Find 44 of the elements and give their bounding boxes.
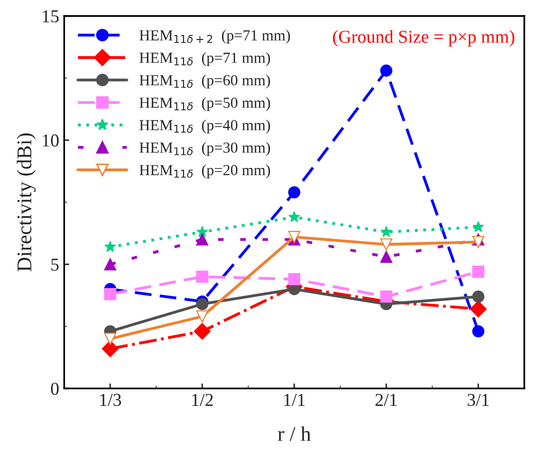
legend-label: HEM$_{11δ}$ (p=71 mm) [140,52,270,66]
y-axis-title: Directivity (dBi) [16,133,36,272]
point [472,290,484,303]
y-tick-label: 10 [42,134,59,147]
point [194,322,211,340]
point [104,258,116,270]
point [472,266,484,278]
point [470,300,487,318]
point [102,340,119,358]
x-tick-label: 1/1 [284,394,305,406]
y-tick-label: 15 [42,10,59,22]
point [288,273,300,286]
point [288,186,300,198]
point [104,288,116,300]
point [196,310,208,323]
point [196,298,208,310]
point [380,290,392,303]
legend-label: HEM$_{11δ}$ (p=40 mm) [140,120,270,134]
legend-label: HEM$_{11δ}$ (p=30 mm) [140,142,270,156]
legend-label: HEM$_{11δ}$ (p=50 mm) [140,97,270,111]
legend-label: HEM$_{11δ}$ (p=20 mm) [140,164,270,178]
annotation: (Ground Size = p×p mm) [333,30,514,47]
point [196,233,208,246]
point [380,250,392,263]
y-tick-label: 0 [51,382,59,395]
point [104,332,116,345]
x-tick-label: 2/1 [376,394,397,406]
point [472,220,484,232]
point [288,211,300,222]
point [472,236,484,248]
point [380,64,392,77]
point [380,226,392,238]
x-axis-title: r / h [278,426,311,442]
x-tick-label: 1/2 [192,394,213,406]
point [380,238,392,251]
point [196,270,208,283]
point [104,240,116,252]
y-tick-label: 5 [51,258,59,271]
legend-label: HEM$_{11δ+2}$ (p=71 mm) [140,30,290,44]
legend-label: HEM$_{11δ}$ (p=60 mm) [140,74,270,89]
x-tick-label: 3/1 [468,394,489,406]
point [288,230,300,244]
point [472,325,484,338]
x-tick-label: 1/3 [100,394,122,406]
